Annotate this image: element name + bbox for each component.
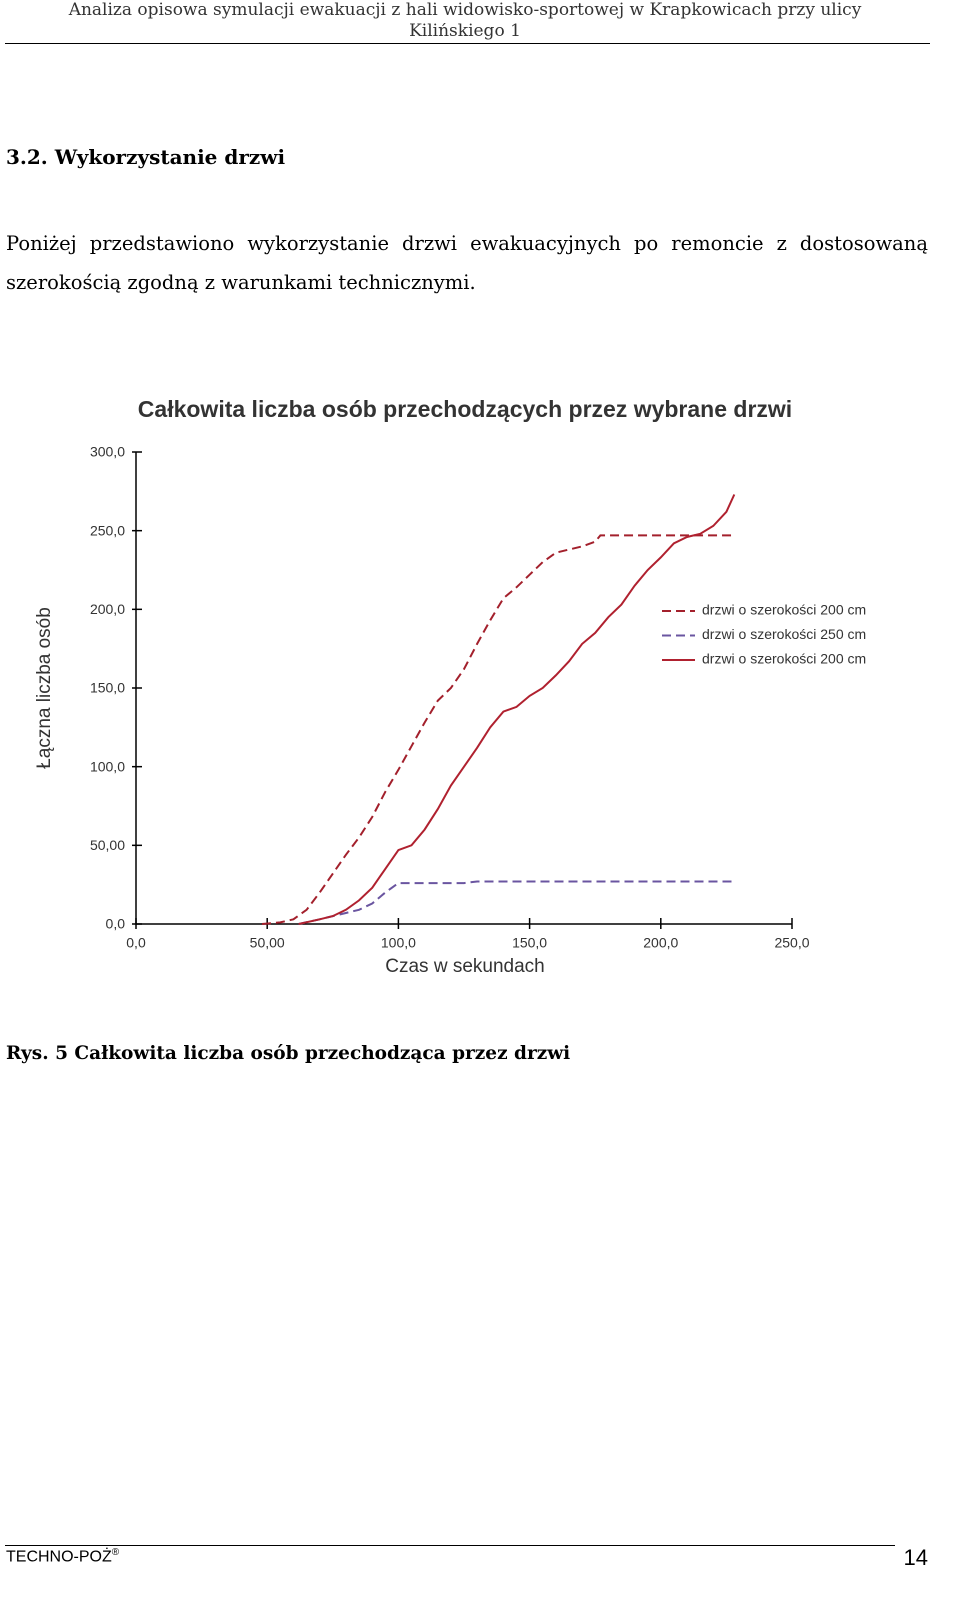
legend-label: drzwi o szerokości 250 cm [702,626,866,642]
footer-company: TECHNO-POŻ® [6,1547,119,1566]
x-tick-label: 100,0 [381,935,416,951]
header-rule [5,43,930,44]
x-tick-label: 250,0 [774,935,809,951]
paragraph: Poniżej przedstawiono wykorzystanie drzw… [6,232,928,294]
legend-label: drzwi o szerokości 200 cm [702,602,866,618]
chart: Całkowita liczba osób przechodzących prz… [34,396,866,977]
x-tick-label: 150,0 [512,935,547,951]
series-line [298,494,736,925]
y-tick-label: 150,0 [90,680,125,696]
header-title: Analiza opisowa symulacji ewakuacji z ha… [68,0,862,41]
registered-mark: ® [111,1547,120,1558]
section-heading: 3.2. Wykorzystanie drzwi [6,145,286,169]
series-line [261,534,735,925]
page-number: 14 [903,1545,928,1570]
y-tick-label: 50,00 [90,837,125,853]
y-tick-label: 300,0 [90,444,125,460]
x-axis-label: Czas w sekundach [385,956,544,977]
y-axis-label: Łączna liczba osób [34,607,55,769]
y-tick-label: 200,0 [90,601,125,617]
x-tick-label: 0,0 [126,935,146,951]
x-tick-label: 200,0 [643,935,678,951]
company: TECHNO-POŻ [6,1548,112,1566]
y-tick-label: 100,0 [90,758,125,774]
chart-title: Całkowita liczba osób przechodzących prz… [138,396,792,422]
caption: Rys. 5 Całkowita liczba osób przechodząc… [6,1043,571,1064]
footer-rule [5,1545,895,1546]
y-tick-label: 0,0 [106,916,126,932]
series-line [298,880,735,925]
y-tick-label: 250,0 [90,522,125,538]
x-tick-label: 50,00 [250,935,285,951]
legend-label: drzwi o szerokości 200 cm [702,651,866,667]
